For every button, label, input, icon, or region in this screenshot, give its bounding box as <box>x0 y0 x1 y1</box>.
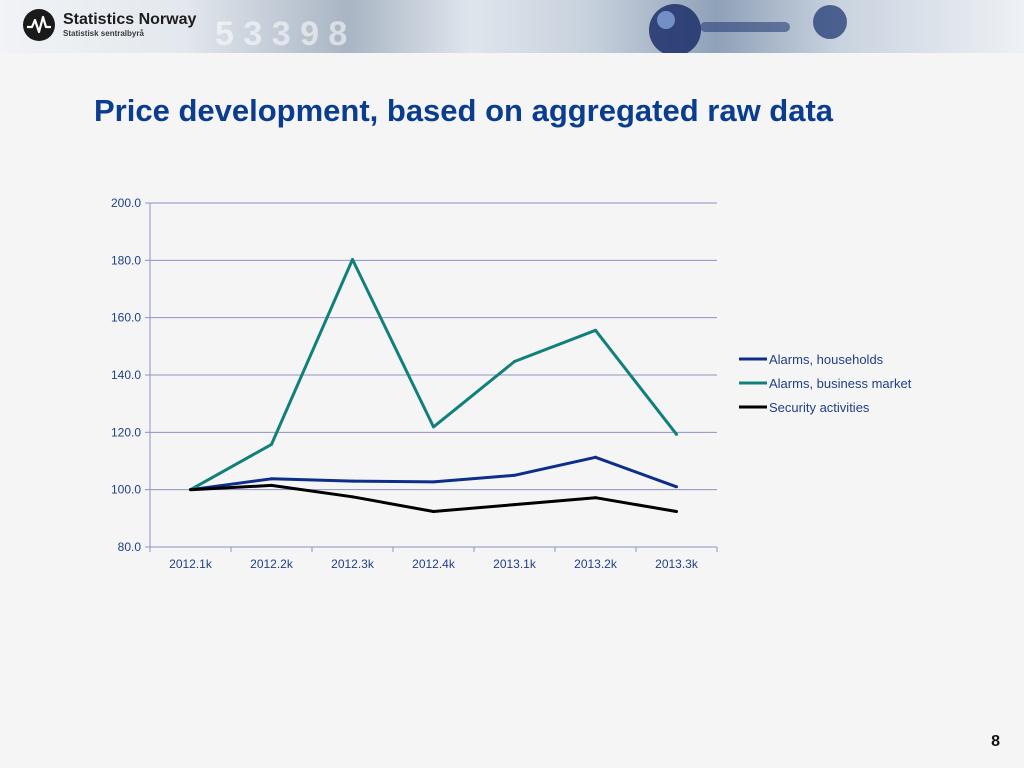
legend-label-alarms-households: Alarms, households <box>769 352 884 367</box>
data-point-security-activities <box>270 483 273 487</box>
data-point-security-activities <box>594 496 597 500</box>
x-tick-label: 2013.3k <box>655 557 699 571</box>
data-point-security-activities <box>432 509 435 513</box>
y-tick-label: 140.0 <box>111 368 141 382</box>
legend-label-alarms-business-market: Alarms, business market <box>769 376 912 391</box>
org-subtitle: Statistisk sentralbyrå <box>63 29 144 38</box>
data-point-alarms-households <box>675 485 678 489</box>
data-point-security-activities <box>675 509 678 513</box>
y-tick-label: 100.0 <box>111 483 141 497</box>
data-point-security-activities <box>513 503 516 507</box>
org-name: Statistics Norway <box>63 11 197 28</box>
page-number: 8 <box>991 733 1000 750</box>
data-point-alarms-households <box>513 473 516 477</box>
banner-digits: 5 3 3 9 8 <box>215 15 347 53</box>
data-point-alarms-business-market <box>513 360 516 364</box>
data-point-alarms-households <box>432 480 435 484</box>
x-tick-label: 2013.2k <box>574 557 618 571</box>
ssb-logo-icon <box>23 9 55 41</box>
x-tick-label: 2013.1k <box>493 557 537 571</box>
y-tick-label: 120.0 <box>111 425 141 439</box>
y-tick-label: 200.0 <box>111 196 141 210</box>
statistics-norway-logo[interactable]: Statistics Norway Statistisk sentralbyrå <box>22 8 196 42</box>
data-point-alarms-business-market <box>270 442 273 446</box>
banner-decoration: 5 3 3 9 8 <box>215 4 847 53</box>
y-tick-label: 160.0 <box>111 311 141 325</box>
x-tick-label: 2012.4k <box>412 557 456 571</box>
banner-sphere-highlight <box>657 11 675 29</box>
y-tick-label: 80.0 <box>118 540 142 554</box>
x-tick-label: 2012.3k <box>331 557 375 571</box>
header-banner: 5 3 3 9 8 Statistics Norway Statistisk s… <box>0 0 1024 53</box>
data-point-alarms-business-market <box>594 328 597 332</box>
slide-title: Price development, based on aggregated r… <box>94 93 834 128</box>
banner-bar <box>700 22 790 32</box>
x-tick-label: 2012.1k <box>169 557 213 571</box>
x-tick-label: 2012.2k <box>250 557 294 571</box>
data-point-security-activities <box>351 495 354 499</box>
data-point-alarms-business-market <box>675 432 678 436</box>
legend-label-security-activities: Security activities <box>769 400 870 415</box>
banner-sphere-2 <box>813 5 847 39</box>
data-point-alarms-households <box>351 479 354 483</box>
data-point-alarms-business-market <box>432 425 435 429</box>
data-point-alarms-households <box>270 477 273 481</box>
y-tick-label: 180.0 <box>111 253 141 267</box>
data-point-security-activities <box>189 488 192 492</box>
data-point-alarms-business-market <box>351 257 354 261</box>
data-point-alarms-households <box>594 455 597 459</box>
